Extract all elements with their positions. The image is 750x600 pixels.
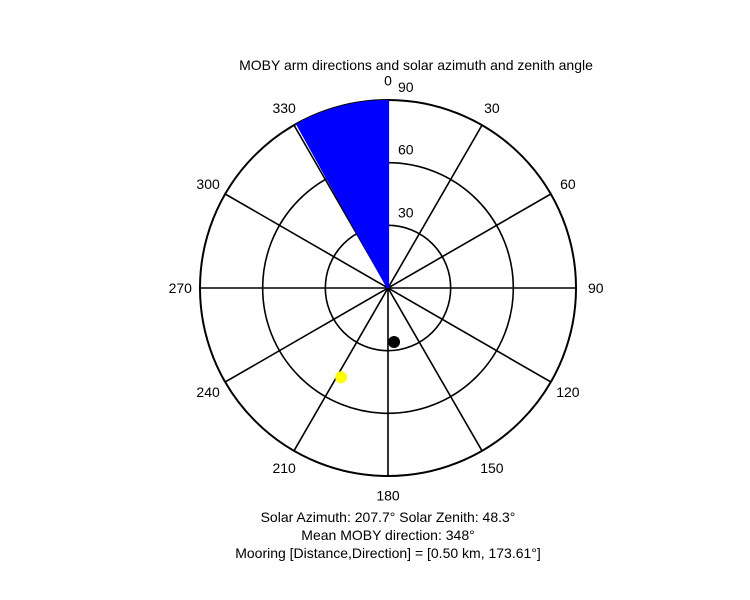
sun-ray-7	[335, 374, 348, 381]
caption-mooring: Mooring [Distance,Direction] = [0.50 km,…	[235, 545, 541, 561]
theta-tick-330: 330	[272, 100, 296, 116]
theta-tick-300: 300	[196, 176, 220, 192]
mooring-marker	[388, 335, 401, 348]
theta-tick-120: 120	[556, 384, 580, 400]
theta-tick-60: 60	[560, 176, 576, 192]
theta-tick-240: 240	[196, 384, 220, 400]
theta-tick-90: 90	[588, 280, 604, 296]
chart-title: MOBY arm directions and solar azimuth an…	[239, 57, 593, 73]
theta-tick-210: 210	[272, 460, 296, 476]
tick-labels: 0 30 60 90 120 150 180 210 240 270 300 330 30 60 90	[169, 72, 604, 503]
theta-tick-270: 270	[169, 280, 193, 296]
theta-tick-150: 150	[480, 460, 504, 476]
caption-moby-direction: Mean MOBY direction: 348°	[301, 527, 475, 543]
arm-direction-lines	[295, 99, 390, 289]
theta-tick-30: 30	[484, 100, 500, 116]
caption-solar: Solar Azimuth: 207.7° Solar Zenith: 48.3…	[260, 509, 516, 525]
radial-tick-90: 90	[398, 79, 414, 95]
radial-tick-30: 30	[398, 204, 414, 220]
sun-marker	[335, 371, 348, 384]
theta-tick-180: 180	[376, 488, 400, 504]
radial-tick-60: 60	[398, 142, 414, 158]
theta-tick-0: 0	[384, 72, 392, 88]
markers	[335, 335, 401, 384]
